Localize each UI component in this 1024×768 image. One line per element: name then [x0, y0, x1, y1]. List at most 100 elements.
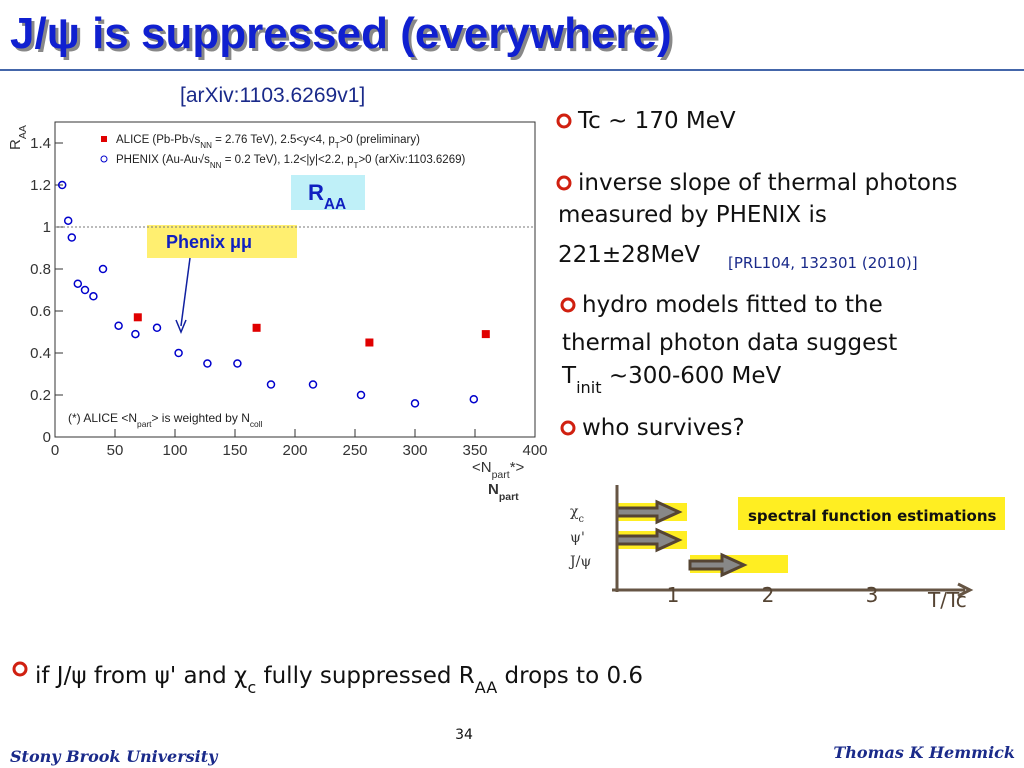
x-axis-label: <Npart*>	[472, 459, 525, 481]
point	[152, 323, 162, 333]
text-part: init	[576, 378, 601, 397]
plot-note: (*) ALICE <Npart> is weighted by Ncoll	[68, 411, 263, 429]
point	[233, 359, 242, 368]
text-part: J/ψ	[568, 554, 591, 570]
bullet-dot	[556, 175, 572, 191]
point	[57, 180, 67, 190]
text-part: thermal photon data suggest	[562, 330, 897, 356]
text-part: > is weighted by N	[151, 411, 249, 425]
x-tick-label: 300	[402, 442, 427, 459]
state-label: χc	[570, 504, 584, 525]
x-tick-label: 0	[51, 442, 59, 459]
text-part: NN	[200, 141, 212, 150]
state-label: J/ψ	[568, 554, 591, 570]
title-shadow: J/ψ is suppressed (everywhere)	[13, 12, 675, 61]
box	[738, 497, 1005, 530]
text-part: ψ'	[570, 530, 585, 546]
x-tick-label: 200	[282, 442, 307, 459]
point	[174, 348, 183, 358]
text-part: <N	[472, 459, 492, 476]
point	[308, 380, 318, 389]
text-part: T	[335, 141, 340, 150]
text-part: R	[7, 139, 24, 150]
text-part: NN	[210, 161, 222, 170]
y-tick-label: 0.2	[30, 387, 51, 404]
x-axis-label: Npart	[488, 481, 519, 503]
bullet-text: thermal photon data suggest	[562, 330, 897, 356]
text-part: AA	[17, 125, 29, 139]
text-part: AA	[475, 678, 497, 697]
box-label: spectral function estimations	[748, 507, 997, 525]
point	[73, 279, 83, 288]
x-tick-label: 150	[222, 442, 247, 459]
x-tick-label: 100	[162, 442, 187, 459]
title: J/ψ is suppressed (everywhere)	[10, 9, 672, 58]
text-part: = 0.2 TeV), 1.2<|y|<2.2, p	[222, 154, 354, 166]
point	[203, 359, 212, 368]
diagram-tick-label: 3	[866, 583, 879, 607]
diagram-tick-label: 1	[667, 583, 680, 607]
point	[365, 338, 374, 347]
citation: [PRL104, 132301 (2010)]	[728, 254, 918, 272]
text-part: 221±28MeV	[558, 242, 700, 268]
bullet-text: Tinit ~300-600 MeV	[561, 363, 782, 397]
y-axis-label: RAA	[7, 125, 29, 150]
annotation: Phenix μμ	[166, 232, 252, 252]
text-part: hydro models fitted to the	[582, 292, 883, 318]
text-part: PHENIX (Au-Au√s	[116, 153, 210, 166]
text-part: T	[561, 363, 577, 389]
bullet-text: hydro models fitted to the	[582, 292, 883, 318]
bullet-text: 221±28MeV	[558, 242, 700, 268]
text-part: ALICE (Pb-Pb√s	[116, 133, 201, 146]
x-tick-label: 400	[522, 442, 547, 459]
legend-marker	[101, 136, 107, 142]
text-part: c	[578, 514, 584, 525]
point	[80, 285, 90, 295]
bullet-text: Tc ~ 170 MeV	[577, 108, 736, 134]
text-part: = 2.76 TeV), 2.5<y<4, p	[212, 134, 335, 146]
footer-left: Stony Brook University	[10, 747, 219, 766]
point	[481, 330, 490, 339]
text-part: (*) ALICE <N	[68, 411, 137, 425]
state-label: ψ'	[570, 530, 585, 546]
text-part: AA	[324, 196, 346, 213]
text-part: inverse slope of thermal photons	[578, 170, 958, 196]
axis-arrow	[957, 582, 974, 598]
arrow	[615, 499, 683, 525]
point	[98, 264, 108, 274]
bullet-text: who survives?	[582, 415, 745, 441]
bullet-dot	[560, 420, 576, 436]
text-part: >0 (arXiv:1103.6269)	[358, 154, 465, 166]
bullet-dot	[556, 113, 572, 129]
text-part: part	[137, 419, 152, 429]
point	[252, 323, 261, 332]
point	[266, 380, 276, 389]
legend-label: ALICE (Pb-Pb√sNN = 2.76 TeV), 2.5<y<4, p…	[116, 133, 420, 150]
arrow-head	[175, 319, 187, 334]
inset-label: RAA	[308, 180, 346, 213]
y-tick-label: 1	[43, 219, 51, 236]
y-tick-label: 0.6	[30, 303, 51, 320]
point	[410, 399, 420, 408]
y-tick-label: 0.4	[30, 345, 51, 362]
text-part: measured by PHENIX is	[558, 202, 827, 228]
legend-marker	[100, 155, 108, 163]
state-arrows	[615, 499, 748, 578]
y-tick-label: 0.8	[30, 261, 51, 278]
point	[114, 321, 123, 330]
point	[63, 216, 73, 225]
text-part: χ	[570, 504, 579, 520]
text-part: *>	[510, 459, 525, 476]
reference: [arXiv:1103.6269v1]	[180, 84, 365, 107]
text-part: >0 (preliminary)	[340, 134, 420, 146]
annotation-arrow	[180, 257, 191, 327]
annotation-box	[147, 225, 297, 258]
text-part: T	[354, 161, 359, 170]
text-part: part	[499, 491, 519, 503]
y-tick-label: 1.4	[30, 135, 51, 152]
bullet-text: inverse slope of thermal photons	[578, 170, 958, 196]
footer-right: Thomas K Hemmick	[833, 743, 1015, 762]
legend-label: PHENIX (Au-Au√sNN = 0.2 TeV), 1.2<|y|<2.…	[116, 153, 465, 170]
bullet-dot	[12, 661, 28, 677]
